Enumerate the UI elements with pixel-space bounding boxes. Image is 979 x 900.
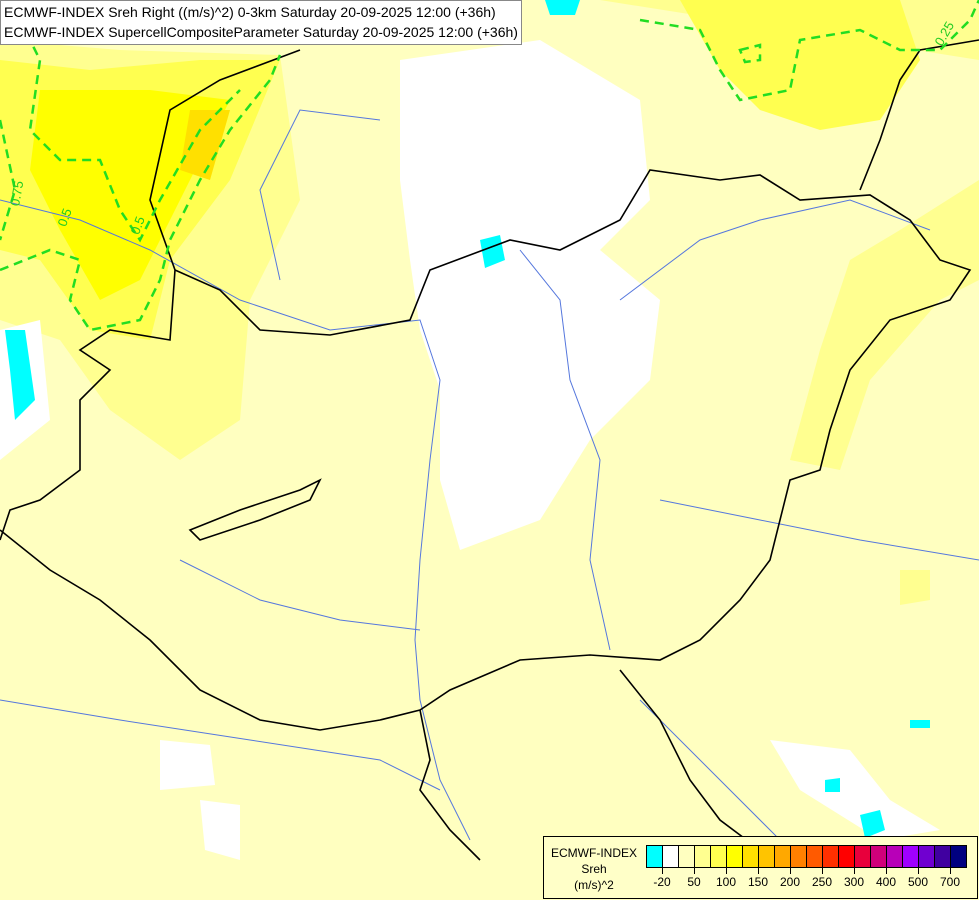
rivers xyxy=(0,109,979,881)
legend-swatch xyxy=(919,846,935,867)
legend-swatch xyxy=(871,846,887,867)
legend-swatch xyxy=(663,846,679,867)
legend-swatch xyxy=(951,846,966,867)
legend-tick-label: 500 xyxy=(907,875,929,889)
legend-tick-label: 700 xyxy=(939,875,961,889)
legend-ticks: -20 50 100 150 200 250 300 400 500 700 xyxy=(646,867,968,897)
legend-swatch xyxy=(679,846,695,867)
legend-tick-label: 200 xyxy=(779,875,801,889)
legend-tick xyxy=(886,867,887,874)
legend-tick-label: -20 xyxy=(653,875,671,889)
title-line-scp: ECMWF-INDEX SupercellCompositeParameter … xyxy=(4,24,518,40)
legend-tick xyxy=(854,867,855,874)
contour-label: 0.75 xyxy=(7,180,26,208)
legend-tick xyxy=(758,867,759,874)
legend-tick-label: 400 xyxy=(875,875,897,889)
legend-swatch xyxy=(807,846,823,867)
sreh-shading xyxy=(0,0,979,860)
legend-tick xyxy=(950,867,951,874)
legend-swatch xyxy=(839,846,855,867)
legend-swatch xyxy=(887,846,903,867)
contour-label: 0.5 xyxy=(55,206,75,228)
legend-swatch xyxy=(711,846,727,867)
legend-swatch xyxy=(791,846,807,867)
legend-swatch xyxy=(743,846,759,867)
map-title: ECMWF-INDEX Sreh Right ((m/s)^2) 0-3km S… xyxy=(0,0,522,45)
legend-swatch xyxy=(647,846,663,867)
legend-swatch xyxy=(775,846,791,867)
legend-tick-label: 250 xyxy=(811,875,833,889)
legend-swatch xyxy=(695,846,711,867)
legend-swatch xyxy=(727,846,743,867)
title-line-sreh: ECMWF-INDEX Sreh Right ((m/s)^2) 0-3km S… xyxy=(4,4,496,20)
legend-label: ECMWF-INDEX Sreh (m/s)^2 xyxy=(544,845,644,893)
legend-tick-label: 50 xyxy=(687,875,701,889)
legend-tick xyxy=(694,867,695,874)
legend-variable: Sreh xyxy=(581,862,607,876)
legend-swatch xyxy=(759,846,775,867)
legend-swatches xyxy=(646,845,967,868)
color-legend: ECMWF-INDEX Sreh (m/s)^2 -20 50 100 150 200 2… xyxy=(543,836,978,899)
legend-tick xyxy=(790,867,791,874)
contour-label: 0.5 xyxy=(128,214,148,236)
legend-tick-label: 100 xyxy=(715,875,737,889)
legend-title: ECMWF-INDEX xyxy=(551,846,637,860)
legend-swatch xyxy=(903,846,919,867)
legend-unit: (m/s)^2 xyxy=(574,878,614,892)
legend-tick xyxy=(726,867,727,874)
legend-tick xyxy=(822,867,823,874)
legend-swatch xyxy=(935,846,951,867)
legend-tick xyxy=(662,867,663,874)
legend-tick-label: 300 xyxy=(843,875,865,889)
legend-tick-label: 150 xyxy=(747,875,769,889)
country-borders xyxy=(0,39,979,861)
scp-contours xyxy=(0,0,979,332)
legend-tick xyxy=(918,867,919,874)
legend-swatch xyxy=(823,846,839,867)
legend-swatch xyxy=(855,846,871,867)
